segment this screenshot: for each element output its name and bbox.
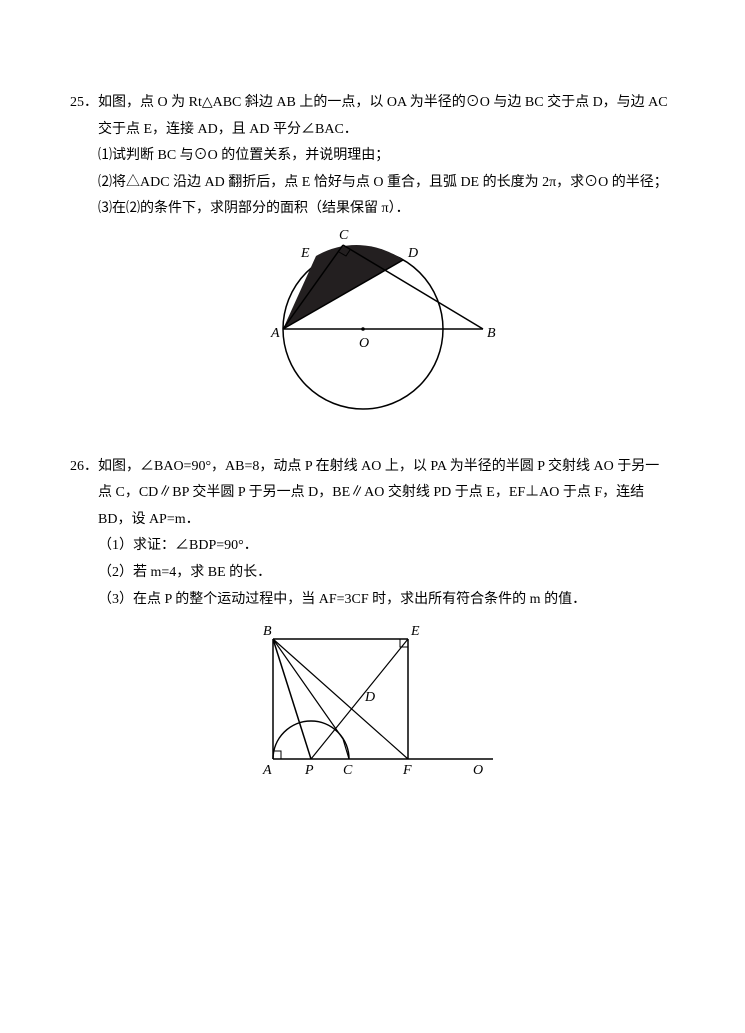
figure-26-svg: A B C D E F P O — [243, 619, 503, 789]
problem-25-sub3: ⑶在⑵的条件下，求阴部分的面积（结果保留 π）． — [70, 196, 675, 223]
problem-26-line2: 点 C，CD∥BP 交半圆 P 于另一点 D，BE∥AO 交射线 PD 于点 E… — [70, 480, 675, 507]
problem-26: 26． 如图，∠BAO=90°，AB=8，动点 P 在射线 AO 上，以 PA … — [70, 454, 675, 800]
label-d: D — [407, 246, 418, 261]
problem-26-sub2: （2）若 m=4，求 BE 的长． — [70, 560, 675, 587]
segment-bf — [273, 639, 408, 759]
label-p2: P — [304, 763, 314, 778]
problem-25-figure: A B C D E O — [70, 229, 675, 440]
label-b2: B — [263, 624, 272, 639]
problem-25-sub1: ⑴试判断 BC 与⊙O 的位置关系，并说明理由； — [70, 143, 675, 170]
figure-25-svg: A B C D E O — [223, 229, 523, 429]
problem-25: 25． 如图，点 O 为 Rt△ABC 斜边 AB 上的一点，以 OA 为半径的… — [70, 90, 675, 440]
label-e2: E — [410, 624, 420, 639]
problem-26-sub1: （1）求证：∠BDP=90°． — [70, 533, 675, 560]
segment-bp — [273, 639, 311, 759]
label-c2: C — [343, 763, 353, 778]
problem-26-figure: A B C D E F P O — [70, 619, 675, 800]
problem-25-number: 25． — [70, 90, 98, 117]
problem-26-line1: 如图，∠BAO=90°，AB=8，动点 P 在射线 AO 上，以 PA 为半径的… — [98, 454, 659, 481]
problem-26-number: 26． — [70, 454, 98, 481]
problem-26-sub3: （3）在点 P 的整个运动过程中，当 AF=3CF 时，求出所有符合条件的 m … — [70, 587, 675, 614]
problem-25-sub2: ⑵将△ADC 沿边 AD 翻折后，点 E 恰好与点 O 重合，且弧 DE 的长度… — [70, 170, 675, 197]
label-a2: A — [262, 763, 272, 778]
problem-25-line2: 交于点 E，连接 AD，且 AD 平分∠BAC． — [70, 117, 675, 144]
label-a: A — [270, 326, 280, 341]
label-d2: D — [364, 690, 375, 705]
label-b: B — [487, 326, 496, 341]
label-o2: O — [473, 763, 483, 778]
page: 25． 如图，点 O 为 Rt△ABC 斜边 AB 上的一点，以 OA 为半径的… — [0, 0, 745, 854]
segment-bd — [273, 639, 343, 739]
label-o: O — [359, 336, 369, 351]
problem-25-header: 25． 如图，点 O 为 Rt△ABC 斜边 AB 上的一点，以 OA 为半径的… — [70, 90, 675, 117]
problem-26-line3: BD，设 AP=m． — [70, 507, 675, 534]
segment-pe — [311, 639, 408, 759]
label-e: E — [300, 246, 310, 261]
problem-26-header: 26． 如图，∠BAO=90°，AB=8，动点 P 在射线 AO 上，以 PA … — [70, 454, 675, 481]
label-f2: F — [402, 763, 412, 778]
problem-25-line1: 如图，点 O 为 Rt△ABC 斜边 AB 上的一点，以 OA 为半径的⊙O 与… — [98, 90, 668, 117]
label-c: C — [339, 229, 349, 243]
center-o-dot — [361, 327, 365, 331]
